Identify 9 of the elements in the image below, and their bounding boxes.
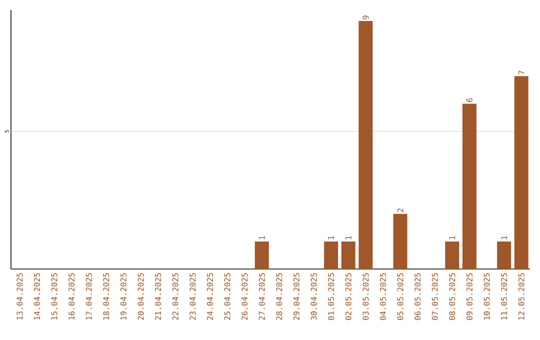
bar — [341, 241, 356, 269]
bar — [462, 104, 476, 269]
bar — [358, 21, 373, 269]
bar — [254, 241, 269, 269]
bar — [497, 241, 512, 269]
bar — [445, 241, 460, 269]
bar — [514, 76, 528, 269]
bar — [393, 214, 408, 269]
bar — [324, 241, 338, 269]
